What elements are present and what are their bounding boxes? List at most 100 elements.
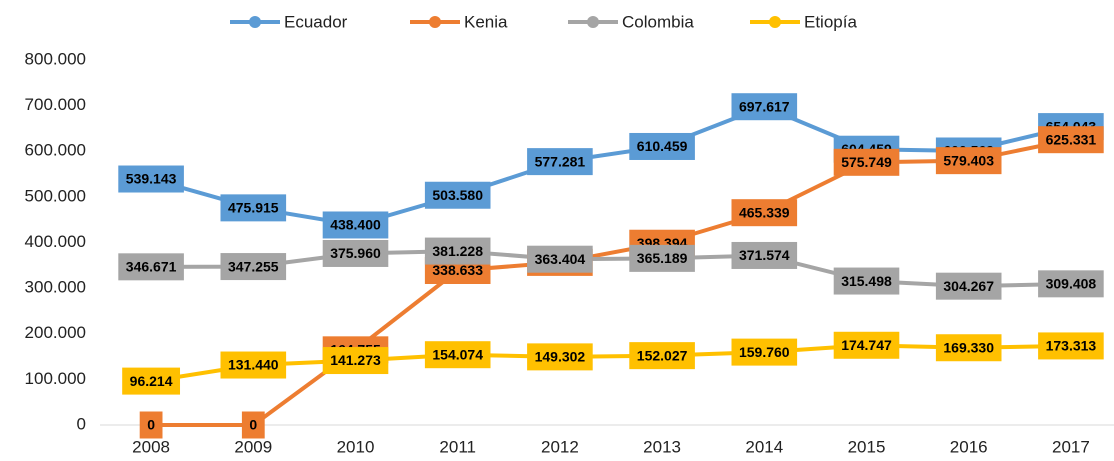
series-line bbox=[150, 343, 1071, 384]
data-label: 169.330 bbox=[935, 334, 1002, 362]
x-tick-label: 2015 bbox=[848, 437, 886, 456]
data-label-box bbox=[1038, 126, 1104, 154]
data-label-box bbox=[629, 244, 695, 272]
data-label: 154.074 bbox=[424, 341, 491, 369]
data-label-box bbox=[220, 351, 287, 379]
data-label: 579.403 bbox=[935, 147, 1002, 175]
data-label-box bbox=[322, 239, 389, 267]
data-label-box bbox=[731, 93, 798, 121]
data-label-box bbox=[833, 331, 900, 359]
data-label: 131.440 bbox=[220, 351, 287, 379]
y-tick-label: 100.000 bbox=[25, 369, 86, 388]
data-label: 96.214 bbox=[122, 367, 181, 395]
data-label-text: 371.574 bbox=[739, 247, 790, 263]
data-label-box bbox=[424, 237, 491, 265]
y-tick-label: 400.000 bbox=[25, 232, 86, 251]
legend-label: Kenia bbox=[464, 12, 508, 31]
data-label-text: 96.214 bbox=[130, 373, 173, 389]
y-tick-label: 0 bbox=[77, 414, 86, 433]
data-label-box bbox=[220, 194, 287, 222]
legend-label: Colombia bbox=[622, 12, 694, 31]
data-label-box bbox=[527, 245, 593, 273]
data-label-box bbox=[833, 267, 900, 295]
series-line bbox=[151, 249, 1071, 289]
data-label-box bbox=[629, 132, 695, 160]
y-tick-label: 200.000 bbox=[25, 323, 86, 342]
data-label-text: 610.459 bbox=[637, 138, 688, 154]
data-label-box bbox=[322, 347, 389, 375]
data-label-text: 169.330 bbox=[943, 339, 994, 355]
data-label: 309.408 bbox=[1038, 270, 1104, 298]
y-tick-label: 300.000 bbox=[25, 278, 86, 297]
data-label: 0 bbox=[241, 411, 265, 439]
data-label-text: 503.580 bbox=[432, 187, 483, 203]
data-label: 315.498 bbox=[833, 267, 900, 295]
data-label-text: 579.403 bbox=[943, 152, 994, 168]
data-label: 363.404 bbox=[527, 245, 593, 273]
data-label-box bbox=[935, 147, 1002, 175]
data-label-box bbox=[527, 343, 593, 371]
data-label-text: 346.671 bbox=[126, 259, 177, 275]
data-label: 503.580 bbox=[424, 181, 491, 209]
data-label-text: 309.408 bbox=[1046, 276, 1097, 292]
data-label-text: 375.960 bbox=[330, 245, 381, 261]
data-label-text: 363.404 bbox=[535, 251, 586, 267]
data-label-text: 465.339 bbox=[739, 204, 790, 220]
y-tick-label: 800.000 bbox=[25, 49, 86, 68]
data-label-box bbox=[220, 253, 287, 281]
x-tick-label: 2016 bbox=[950, 437, 988, 456]
data-label: 174.747 bbox=[833, 331, 900, 359]
data-label-text: 315.498 bbox=[841, 273, 892, 289]
data-label-box bbox=[731, 199, 798, 227]
data-label-box bbox=[1038, 332, 1104, 360]
data-label: 539.143 bbox=[118, 165, 184, 193]
data-label-box bbox=[322, 211, 389, 239]
data-label: 141.273 bbox=[322, 347, 389, 375]
legend-item: Kenia bbox=[410, 12, 508, 31]
data-label: 173.313 bbox=[1038, 332, 1104, 360]
data-label: 475.915 bbox=[220, 194, 287, 222]
legend-marker bbox=[769, 16, 781, 28]
data-label-text: 381.228 bbox=[432, 243, 483, 259]
data-label-text: 0 bbox=[249, 417, 257, 433]
data-label-text: 131.440 bbox=[228, 357, 279, 373]
data-label-text: 173.313 bbox=[1046, 338, 1097, 354]
x-tick-label: 2009 bbox=[234, 437, 272, 456]
legend-label: Etiopía bbox=[804, 12, 857, 31]
legend-item: Colombia bbox=[568, 12, 694, 31]
data-label: 381.228 bbox=[424, 237, 491, 265]
data-label-text: 625.331 bbox=[1046, 131, 1097, 147]
y-tick-label: 600.000 bbox=[25, 141, 86, 160]
x-tick-label: 2012 bbox=[541, 437, 579, 456]
data-label-text: 475.915 bbox=[228, 200, 279, 216]
data-label-box bbox=[1038, 270, 1104, 298]
data-label-box bbox=[118, 165, 184, 193]
data-label-box bbox=[139, 411, 163, 439]
data-label-text: 141.273 bbox=[330, 352, 381, 368]
x-tick-label: 2010 bbox=[337, 437, 375, 456]
data-label: 347.255 bbox=[220, 253, 287, 281]
x-tick-label: 2008 bbox=[132, 437, 170, 456]
data-label-text: 365.189 bbox=[637, 250, 688, 266]
data-label: 346.671 bbox=[118, 253, 184, 281]
data-label: 577.281 bbox=[527, 148, 593, 176]
data-label-box bbox=[118, 253, 184, 281]
legend-marker bbox=[587, 16, 599, 28]
data-label-box bbox=[629, 342, 695, 370]
data-label-text: 159.760 bbox=[739, 344, 790, 360]
data-label-box bbox=[424, 181, 491, 209]
legend-label: Ecuador bbox=[284, 12, 348, 31]
y-tick-label: 500.000 bbox=[25, 186, 86, 205]
data-label-text: 539.143 bbox=[126, 171, 177, 187]
data-label-box bbox=[935, 272, 1002, 300]
data-label: 575.749 bbox=[833, 148, 900, 176]
data-label-box bbox=[731, 338, 798, 366]
data-label-text: 575.749 bbox=[841, 154, 892, 170]
data-label-text: 304.267 bbox=[943, 278, 994, 294]
data-label: 625.331 bbox=[1038, 126, 1104, 154]
data-label: 697.617 bbox=[731, 93, 798, 121]
data-label-box bbox=[833, 148, 900, 176]
x-tick-label: 2013 bbox=[643, 437, 681, 456]
data-label: 0 bbox=[139, 411, 163, 439]
